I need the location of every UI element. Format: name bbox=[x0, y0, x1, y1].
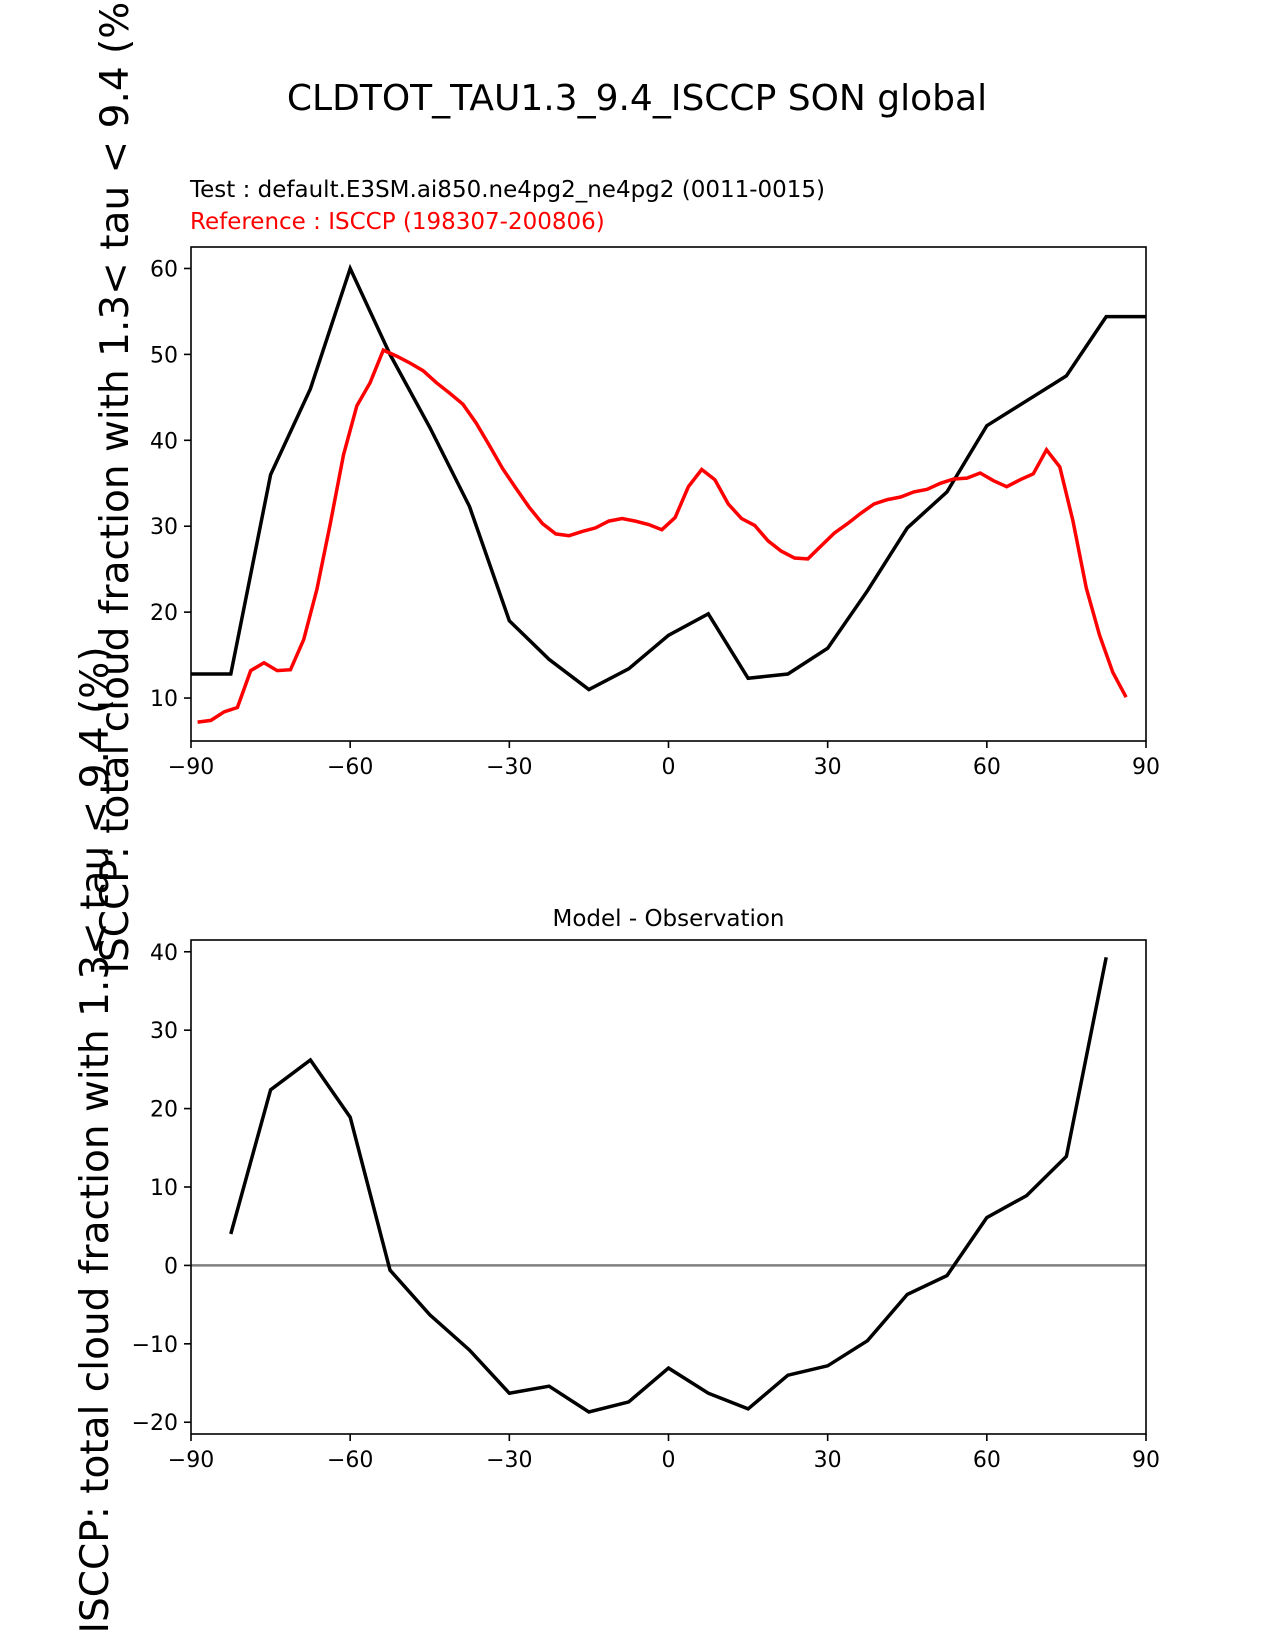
y-tick-label: 10 bbox=[150, 1176, 178, 1201]
x-tick-label: 0 bbox=[662, 1448, 676, 1473]
x-tick-label: −30 bbox=[486, 1448, 532, 1473]
y-tick-label: 40 bbox=[150, 941, 178, 966]
x-tick-label: 0 bbox=[662, 755, 676, 780]
x-tick-label: 60 bbox=[973, 755, 1001, 780]
difference-panel: −90 −60 −30 0 30 60 90 −20 −10 0 10 20 30 40 bbox=[132, 939, 1160, 1473]
test-series-line bbox=[191, 263, 1146, 692]
x-tick-label: −60 bbox=[327, 1448, 373, 1473]
figure-title: CLDTOT_TAU1.3_9.4_ISCCP SON global bbox=[287, 78, 987, 119]
y-tick-label: 50 bbox=[150, 343, 178, 368]
x-tick-label: 90 bbox=[1132, 1448, 1160, 1473]
x-tick-label: 30 bbox=[814, 755, 842, 780]
x-tick-label: −90 bbox=[168, 755, 214, 780]
y-tick-label: 30 bbox=[150, 1019, 178, 1044]
panel2-ylabel: ISCCP: total cloud fraction with 1.3< ta… bbox=[73, 646, 118, 1633]
y-tick-label: 60 bbox=[150, 257, 178, 282]
y-tick-label: 20 bbox=[150, 601, 178, 626]
y-tick-label: 10 bbox=[150, 687, 178, 712]
x-tick-label: 60 bbox=[973, 1448, 1001, 1473]
y-tick-label: 20 bbox=[150, 1098, 178, 1123]
x-tick-label: −90 bbox=[168, 1448, 214, 1473]
difference-series-line bbox=[229, 956, 1108, 1414]
upper-panel: −90 −60 −30 0 30 60 90 10 20 30 40 50 60 bbox=[150, 246, 1160, 780]
x-tick-label: 30 bbox=[814, 1448, 842, 1473]
x-tick-label: −60 bbox=[327, 755, 373, 780]
reference-series-line bbox=[197, 347, 1128, 724]
y-tick-label: 40 bbox=[150, 429, 178, 454]
y-tick-label: −20 bbox=[132, 1411, 178, 1436]
x-tick-label: 90 bbox=[1132, 755, 1160, 780]
x-tick-label: −30 bbox=[486, 755, 532, 780]
y-tick-label: −10 bbox=[132, 1333, 178, 1358]
test-label: Test : default.E3SM.ai850.ne4pg2_ne4pg2 … bbox=[189, 177, 825, 203]
reference-label: Reference : ISCCP (198307-200806) bbox=[190, 209, 605, 235]
y-tick-label: 0 bbox=[164, 1254, 178, 1279]
axes-frame bbox=[190, 939, 1147, 1435]
panel2-title: Model - Observation bbox=[552, 906, 784, 932]
panel1-ylabel: ISCCP: total cloud fraction with 1.3< ta… bbox=[93, 0, 138, 974]
y-tick-label: 30 bbox=[150, 515, 178, 540]
